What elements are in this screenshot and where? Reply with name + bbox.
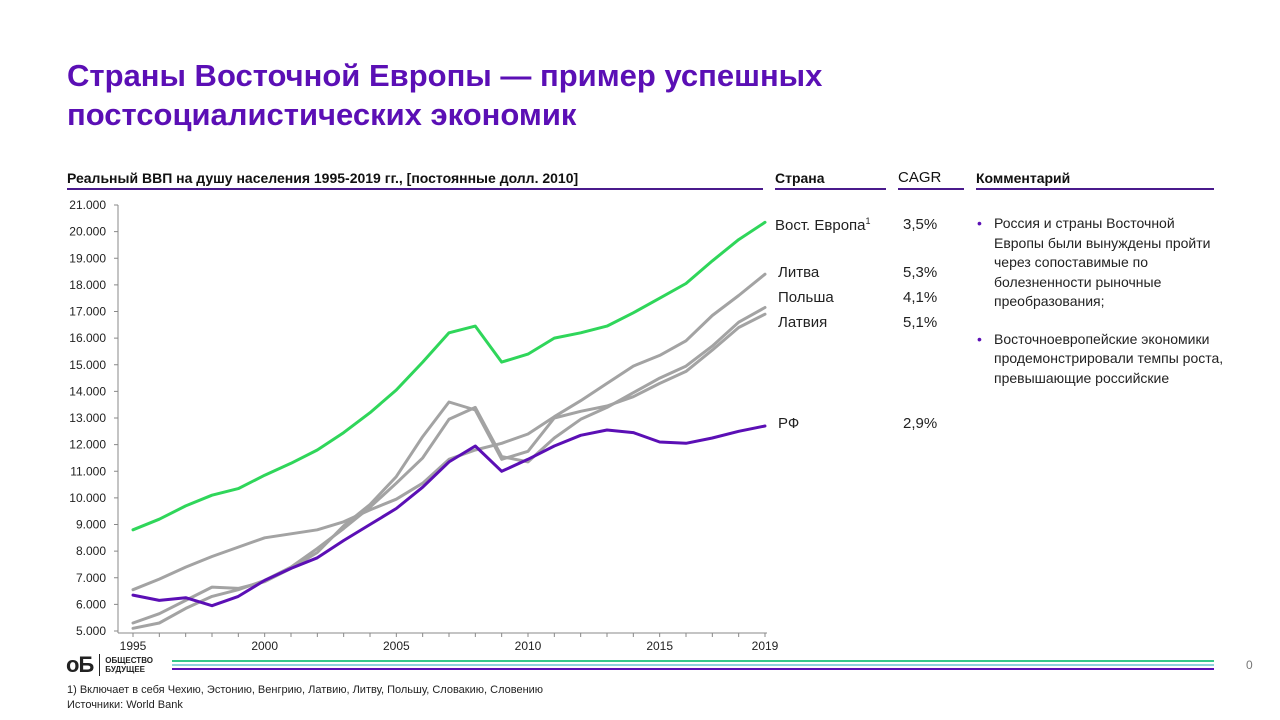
comment-column-rule xyxy=(976,188,1214,190)
y-tick-label: 18.000 xyxy=(69,278,106,292)
country-column-rule xyxy=(775,188,886,190)
x-tick-label: 2015 xyxy=(646,639,673,653)
cagr-column-header: CAGR xyxy=(898,169,942,186)
logo-mark: оБ xyxy=(66,652,94,677)
cagr-value: 5,1% xyxy=(903,314,938,331)
legend-series-name: Латвия xyxy=(778,314,828,331)
y-tick-label: 15.000 xyxy=(69,358,106,372)
x-tick-label: 1995 xyxy=(120,639,147,653)
y-tick-label: 17.000 xyxy=(69,305,106,319)
y-tick-label: 9.000 xyxy=(76,518,106,532)
x-tick-label: 2010 xyxy=(515,639,542,653)
x-axis: 1995 2000 2005 2010 2015 2019 xyxy=(118,632,779,653)
y-tick-label: 20.000 xyxy=(69,225,106,239)
y-tick-label: 7.000 xyxy=(76,571,106,585)
y-tick-label: 21.000 xyxy=(69,198,106,212)
logo-divider xyxy=(99,654,101,676)
logo-line-1: ОБЩЕСТВО xyxy=(105,656,153,665)
x-tick-label: 2005 xyxy=(383,639,410,653)
legend-series-name: Вост. Европа1 xyxy=(775,216,871,234)
cagr-value: 5,3% xyxy=(903,264,938,281)
comment-item: Восточноевропейские экономики продемонст… xyxy=(977,330,1226,389)
chart-header-rule xyxy=(67,188,763,190)
footer-line-green xyxy=(172,660,1214,662)
y-tick-label: 11.000 xyxy=(70,464,106,478)
footnote: 1) Включает в себя Чехию, Эстонию, Венгр… xyxy=(67,684,544,696)
cagr-value: 3,5% xyxy=(903,216,938,233)
y-tick-label: 16.000 xyxy=(69,331,106,345)
legend-series-name: Польша xyxy=(778,289,834,306)
y-axis: 5.000 6.000 7.000 8.000 9.000 10.000 11.000 12.… xyxy=(69,198,119,638)
y-tick-label: 12.000 xyxy=(69,438,106,452)
y-tick-label: 5.000 xyxy=(76,624,106,638)
series-line xyxy=(131,312,767,625)
chart-header: Реальный ВВП на душу населения 1995-2019… xyxy=(67,170,579,186)
legend-series-name: РФ xyxy=(778,415,800,432)
cagr-value: 4,1% xyxy=(903,289,938,306)
footer-line-teal xyxy=(172,664,1214,666)
country-column-header: Страна xyxy=(775,170,825,186)
y-tick-label: 8.000 xyxy=(76,544,106,558)
y-tick-label: 14.000 xyxy=(69,384,106,398)
legend-series-name: Литва xyxy=(778,264,820,281)
y-tick-label: 10.000 xyxy=(69,491,106,505)
x-tick-label: 2000 xyxy=(251,639,278,653)
page-title: Страны Восточной Европы — пример успешны… xyxy=(67,58,823,132)
comment-block: Россия и страны Восточной Европы были вы… xyxy=(976,214,1226,406)
y-tick-label: 13.000 xyxy=(69,411,106,425)
page-number: 0 xyxy=(1246,658,1253,672)
cagr-value: 2,9% xyxy=(903,415,938,432)
footer-line-purple xyxy=(172,668,1214,670)
cagr-column-rule xyxy=(898,188,964,190)
x-tick-label: 2019 xyxy=(752,639,779,653)
comment-item: Россия и страны Восточной Европы были вы… xyxy=(977,214,1226,312)
logo-text: ОБЩЕСТВО БУДУЩЕЕ xyxy=(105,656,153,674)
sources: Источники: World Bank xyxy=(67,699,183,711)
y-tick-label: 6.000 xyxy=(76,597,106,611)
series-lines xyxy=(131,220,767,630)
logo-line-2: БУДУЩЕЕ xyxy=(105,665,145,674)
series-line xyxy=(131,306,767,630)
comment-column-header: Комментарий xyxy=(976,170,1071,186)
logo: оБ ОБЩЕСТВО БУДУЩЕЕ xyxy=(66,654,153,676)
series-line xyxy=(131,424,767,608)
series-line xyxy=(131,220,767,532)
series-line xyxy=(131,272,767,592)
y-tick-label: 19.000 xyxy=(69,251,106,265)
legend-footnote-marker: 1 xyxy=(865,216,871,226)
